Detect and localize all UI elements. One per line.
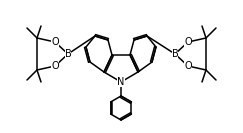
- Text: B: B: [65, 49, 71, 59]
- Text: B: B: [172, 49, 178, 59]
- Text: O: O: [184, 61, 192, 71]
- Text: O: O: [51, 61, 59, 71]
- Text: O: O: [184, 37, 192, 47]
- Text: N: N: [117, 77, 125, 87]
- Text: O: O: [51, 37, 59, 47]
